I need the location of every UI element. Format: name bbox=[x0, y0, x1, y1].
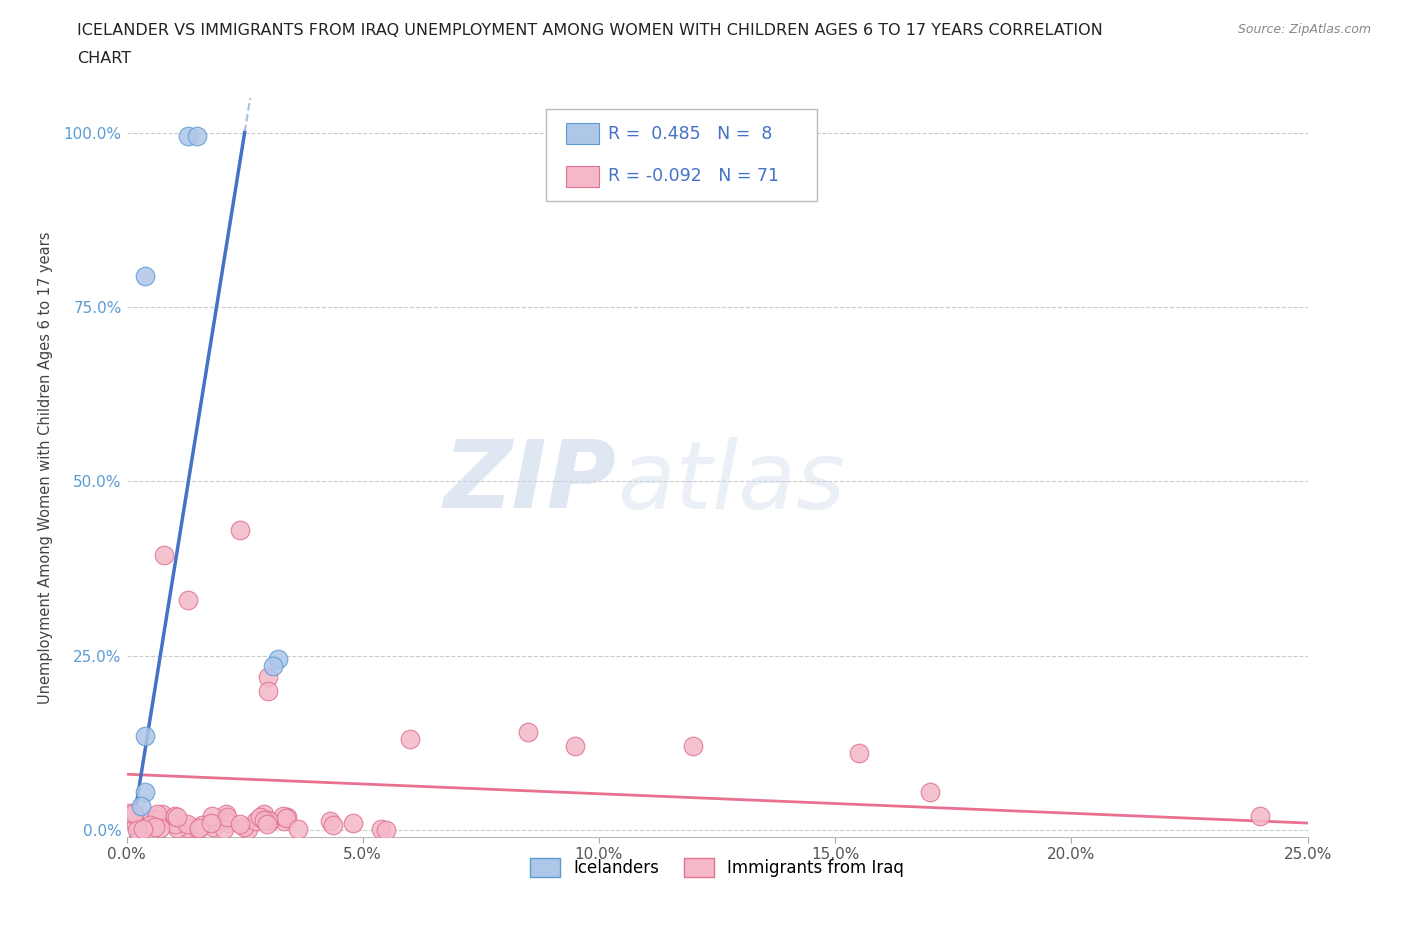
Point bbox=[245, 813, 267, 828]
Point bbox=[134, 268, 156, 283]
Point bbox=[141, 818, 163, 833]
Point bbox=[166, 821, 188, 836]
Text: R = -0.092   N = 71: R = -0.092 N = 71 bbox=[609, 167, 779, 185]
Point bbox=[256, 813, 278, 828]
Text: R =  0.485   N =  8: R = 0.485 N = 8 bbox=[609, 125, 773, 142]
Text: ICELANDER VS IMMIGRANTS FROM IRAQ UNEMPLOYMENT AMONG WOMEN WITH CHILDREN AGES 6 : ICELANDER VS IMMIGRANTS FROM IRAQ UNEMPL… bbox=[77, 23, 1104, 38]
Point bbox=[252, 813, 274, 828]
Point bbox=[163, 808, 186, 823]
Y-axis label: Unemployment Among Women with Children Ages 6 to 17 years: Unemployment Among Women with Children A… bbox=[38, 231, 52, 704]
Point bbox=[215, 809, 238, 824]
Point bbox=[370, 821, 392, 836]
Point bbox=[148, 820, 170, 835]
Point bbox=[273, 808, 295, 823]
Point bbox=[129, 798, 152, 813]
Text: ZIP: ZIP bbox=[444, 436, 617, 528]
Point bbox=[276, 809, 298, 824]
Point bbox=[319, 814, 342, 829]
Point bbox=[1249, 809, 1271, 824]
Point bbox=[134, 728, 156, 743]
Point bbox=[177, 592, 200, 607]
Point bbox=[186, 128, 208, 143]
Point bbox=[146, 806, 169, 821]
Point bbox=[166, 809, 188, 824]
Point bbox=[375, 822, 398, 837]
Text: CHART: CHART bbox=[77, 51, 131, 66]
Point bbox=[118, 805, 141, 820]
Point bbox=[228, 817, 250, 831]
Point bbox=[256, 817, 278, 831]
Point bbox=[229, 523, 252, 538]
Bar bbox=[565, 123, 599, 144]
Legend: Icelanders, Immigrants from Iraq: Icelanders, Immigrants from Iraq bbox=[523, 852, 911, 884]
Point bbox=[232, 819, 254, 834]
Point bbox=[215, 813, 238, 828]
Point bbox=[187, 822, 209, 837]
Point bbox=[918, 784, 941, 799]
Point bbox=[138, 817, 160, 832]
Point bbox=[141, 811, 163, 826]
Point bbox=[188, 820, 211, 835]
Point bbox=[177, 820, 200, 835]
Point bbox=[682, 738, 704, 753]
Point bbox=[273, 814, 295, 829]
Point bbox=[399, 732, 422, 747]
Text: atlas: atlas bbox=[617, 436, 845, 527]
Point bbox=[150, 807, 173, 822]
Point bbox=[287, 821, 309, 836]
Point bbox=[267, 652, 290, 667]
Point bbox=[322, 817, 344, 832]
Point bbox=[257, 683, 280, 698]
Point bbox=[131, 821, 153, 836]
Point bbox=[253, 806, 276, 821]
Point bbox=[163, 817, 186, 831]
Point bbox=[200, 808, 222, 823]
Point bbox=[257, 670, 280, 684]
Point bbox=[191, 817, 214, 832]
Point bbox=[200, 816, 222, 830]
Point bbox=[517, 725, 540, 740]
Point bbox=[176, 817, 198, 831]
Point bbox=[342, 816, 364, 830]
Point bbox=[217, 816, 239, 830]
Point bbox=[276, 810, 298, 825]
Bar bbox=[565, 166, 599, 187]
Point bbox=[249, 810, 271, 825]
Point bbox=[564, 738, 586, 753]
Point bbox=[848, 746, 870, 761]
Point bbox=[236, 822, 259, 837]
FancyBboxPatch shape bbox=[546, 109, 817, 201]
Point bbox=[153, 547, 176, 562]
Point bbox=[214, 821, 236, 836]
Point bbox=[259, 814, 281, 829]
Point bbox=[127, 822, 149, 837]
Point bbox=[134, 784, 156, 799]
Point bbox=[125, 817, 148, 832]
Text: Source: ZipAtlas.com: Source: ZipAtlas.com bbox=[1237, 23, 1371, 36]
Point bbox=[262, 658, 284, 673]
Point bbox=[214, 806, 236, 821]
Point bbox=[143, 819, 166, 834]
Point bbox=[177, 128, 200, 143]
Point bbox=[122, 805, 145, 820]
Point bbox=[202, 819, 225, 834]
Point bbox=[145, 812, 167, 827]
